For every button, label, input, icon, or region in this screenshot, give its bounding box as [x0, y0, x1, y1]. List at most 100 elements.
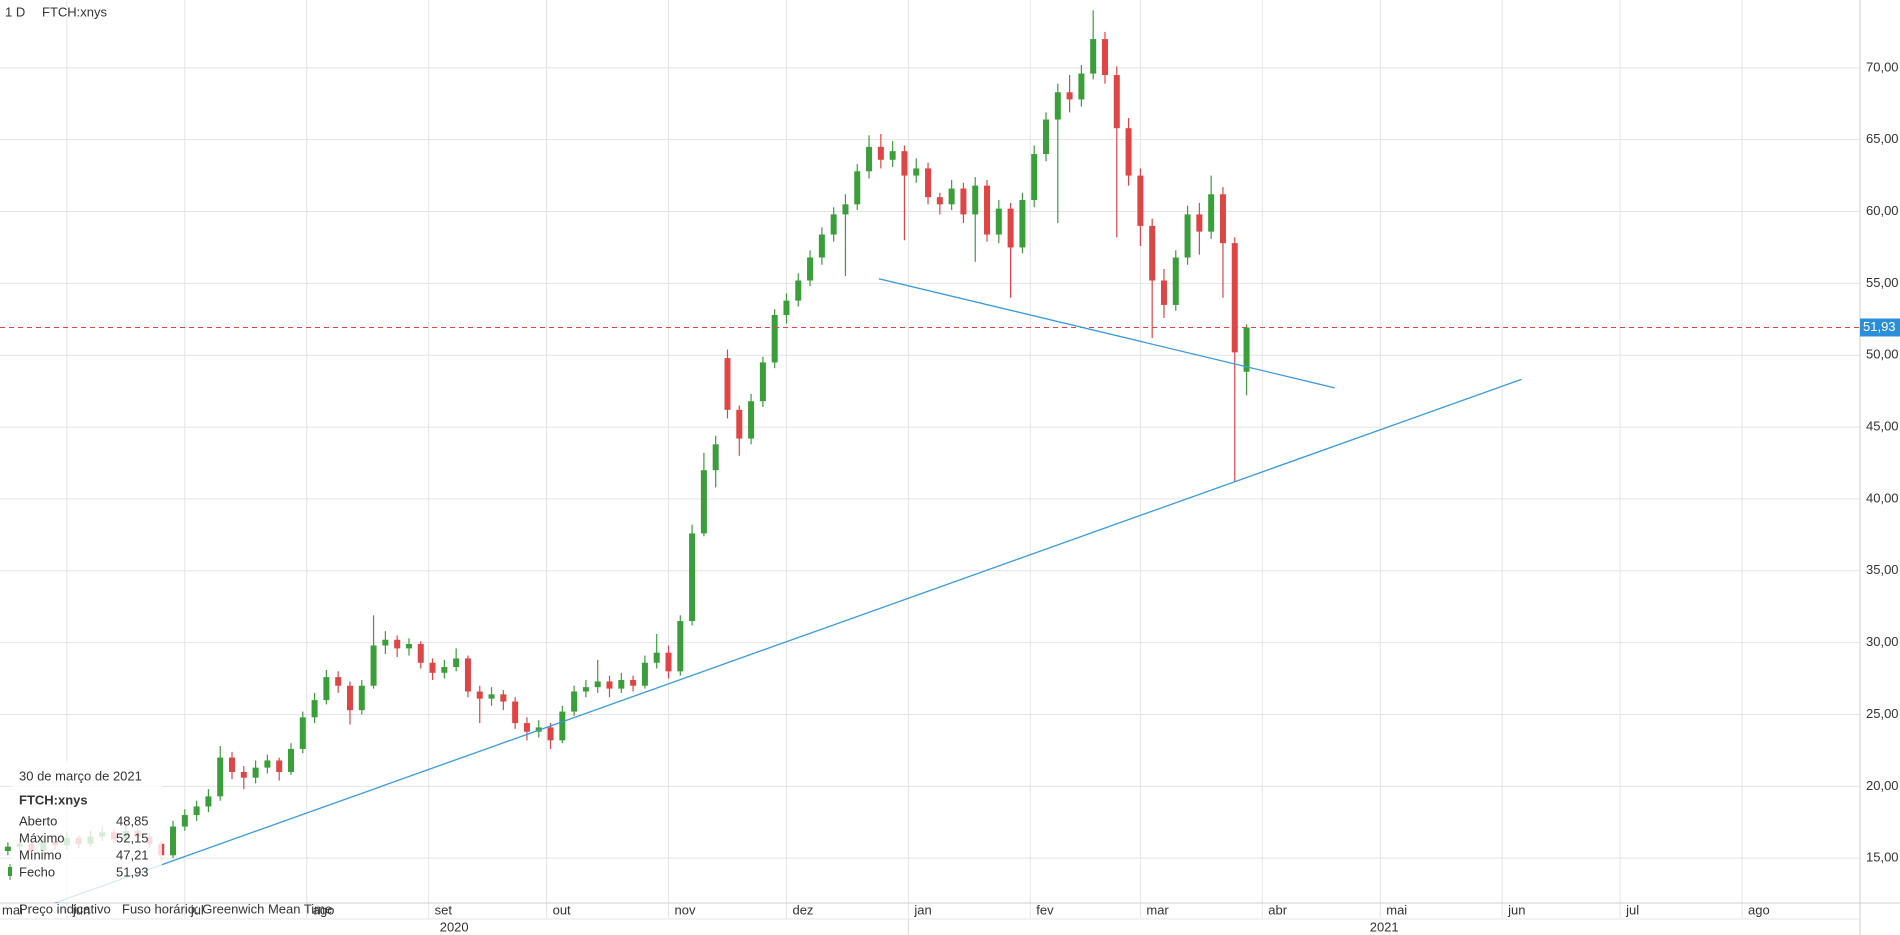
x-tick-label: jun: [72, 902, 90, 917]
tooltip-row-label: Fecho: [19, 864, 55, 879]
grid: [0, 0, 1860, 918]
candle-body: [830, 214, 837, 235]
candle-body: [995, 208, 1002, 235]
candle-body: [641, 662, 648, 686]
candle-body: [453, 658, 460, 668]
candle-body: [1101, 39, 1108, 76]
candle-body: [807, 257, 814, 281]
candle-body: [1231, 243, 1238, 353]
x-tick-label: dez: [792, 902, 813, 917]
candle-body: [1219, 194, 1226, 244]
y-tick-label: 50,00: [1866, 347, 1899, 362]
y-tick-label: 55,00: [1866, 275, 1899, 290]
candle-body: [1172, 257, 1179, 305]
last-price-box: [1860, 318, 1900, 337]
y-tick-label: 70,00: [1866, 59, 1899, 74]
candle-body: [512, 701, 519, 724]
candle-body: [1149, 225, 1156, 281]
year-label: 2020: [440, 919, 469, 934]
candle-body: [4, 846, 11, 851]
tooltip-timezone: Fuso horário: Greenwich Mean Time: [122, 901, 332, 916]
candle-body: [960, 188, 967, 215]
candle-body: [594, 681, 601, 688]
candle-body: [925, 168, 932, 198]
candle-body: [1007, 208, 1014, 248]
candle-body: [877, 146, 884, 160]
y-tick-label: 65,00: [1866, 131, 1899, 146]
x-tick-label: set: [435, 902, 453, 917]
candle-body: [783, 300, 790, 315]
candle-body: [936, 197, 943, 205]
tooltip-symbol: FTCH:xnys: [19, 792, 88, 807]
year-label: 2021: [1370, 919, 1399, 934]
x-tick-label: nov: [674, 902, 695, 917]
candle-body: [1137, 175, 1144, 226]
candle-body: [736, 409, 743, 439]
y-tick-label: 15,00: [1866, 850, 1899, 865]
candle-body: [689, 533, 696, 622]
y-tick-label: 40,00: [1866, 490, 1899, 505]
candle-body: [1184, 214, 1191, 258]
y-tick-label: 20,00: [1866, 778, 1899, 793]
candle-body: [571, 691, 578, 712]
tooltip-row-value: 47,21: [116, 847, 149, 862]
candle-body: [264, 760, 271, 768]
x-tick-label: ago: [1748, 902, 1770, 917]
x-tick-label: out: [553, 902, 571, 917]
candle-body: [311, 700, 318, 718]
candle-body: [1066, 92, 1073, 100]
tooltip-date: 30 de março de 2021: [19, 768, 142, 783]
candle-body: [866, 146, 873, 172]
x-tick-label: mai: [1386, 902, 1407, 917]
candle-body: [700, 470, 707, 534]
x-tick-label: ago: [313, 902, 335, 917]
candle-body: [665, 652, 672, 672]
candle-body: [441, 667, 448, 673]
candle-body: [630, 679, 637, 686]
candle-body: [1019, 200, 1026, 248]
candle-body: [335, 677, 342, 686]
tooltip-row-label: Máximo: [19, 830, 65, 845]
candle-body: [229, 757, 236, 772]
candle-body: [653, 652, 660, 663]
candle-body: [818, 234, 825, 258]
candle-body: [795, 280, 802, 301]
tooltip: 30 de março de 2021 FTCH:xnys Preço indi…: [8, 762, 332, 916]
y-tick-label: 25,00: [1866, 706, 1899, 721]
candle-body: [984, 185, 991, 235]
candle-body: [724, 358, 731, 410]
candle-body: [1054, 92, 1061, 120]
candle-body: [582, 687, 589, 692]
plot: [0, 10, 1860, 904]
candle-body: [417, 644, 424, 663]
candle-body: [488, 694, 495, 699]
tooltip-bg: [12, 762, 162, 902]
trendline: [878, 278, 1335, 389]
candle-body: [1031, 154, 1038, 201]
candle-body: [358, 685, 365, 711]
x-tick-label: jul: [190, 902, 204, 917]
candle-body: [748, 401, 755, 439]
candle-body: [476, 691, 483, 699]
icon-body: [8, 867, 12, 876]
candle-body: [618, 679, 625, 689]
candle-body: [901, 151, 908, 176]
candle-body: [346, 685, 353, 711]
y-tick-label: 60,00: [1866, 203, 1899, 218]
x-tick-label: jul: [1625, 902, 1639, 917]
candle-body: [842, 204, 849, 215]
candle-body: [759, 362, 766, 402]
last-price-label: 51,93: [1863, 319, 1896, 334]
candle-body: [1125, 128, 1132, 176]
candle-body: [276, 760, 283, 772]
candle-body: [1243, 327, 1250, 372]
candle-body: [889, 151, 896, 160]
x-tick-label: jan: [913, 902, 931, 917]
y-tick-label: 45,00: [1866, 419, 1899, 434]
candle-body: [323, 677, 330, 701]
candle-body: [712, 444, 719, 471]
candle-body: [205, 796, 212, 807]
tooltip-row-label: Mínimo: [19, 847, 62, 862]
y-tick-label: 30,00: [1866, 634, 1899, 649]
